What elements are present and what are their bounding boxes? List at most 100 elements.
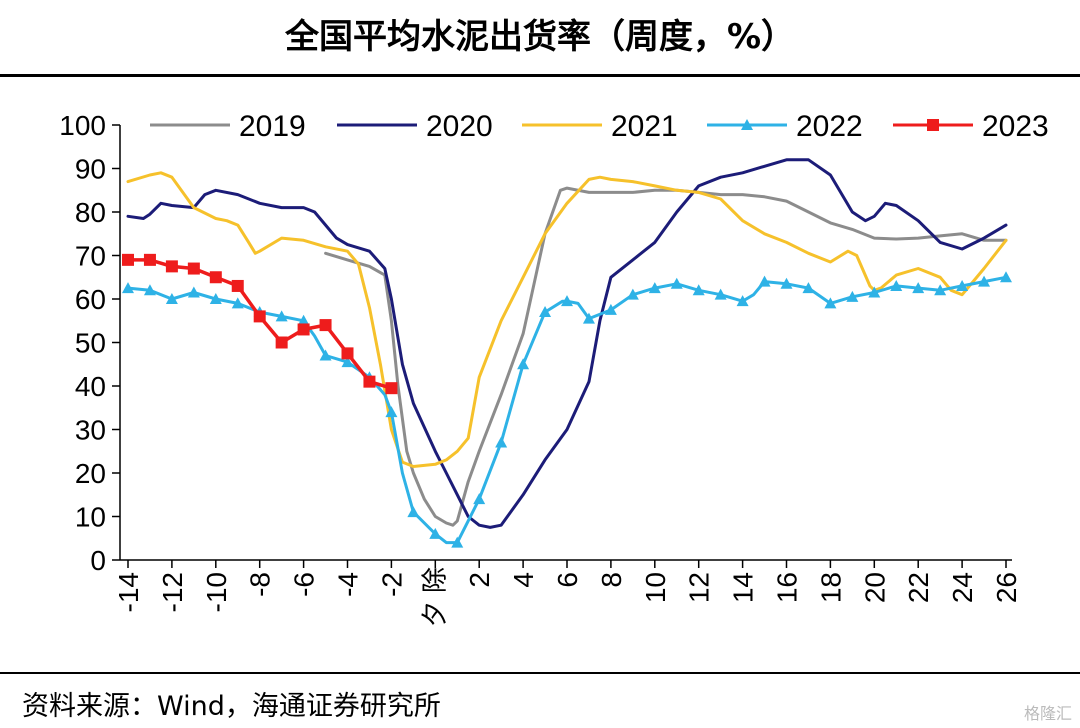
data-point [868,286,881,298]
x-tick-label: 8 [596,572,627,588]
data-point [890,279,903,291]
data-point [122,282,134,294]
y-tick-label: 10 [75,502,106,533]
data-point [341,356,354,368]
data-point [187,286,200,298]
data-point [927,119,939,131]
data-point [692,284,705,296]
data-point [714,288,727,300]
x-tick-labels: -14 -12 -10 -8 -6 -4 -2 除夕2 4 6 8 10 12 14 16 18 20 22 24 2… [113,567,1022,627]
data-point [517,358,530,370]
data-point [341,347,354,360]
x-tick-label: 夕 [420,601,450,627]
x-tick-label: 6 [552,572,583,588]
legend-label: 2020 [426,110,493,143]
data-point [824,297,837,309]
data-point [385,406,398,418]
data-point [626,288,639,300]
data-point [736,295,749,307]
data-point [802,282,815,294]
x-tick-label: 10 [640,572,671,603]
x-tick-label: -10 [201,572,232,612]
x-tick-label: 18 [815,572,846,603]
legend: 2019 2020 2021 2022 2023 [150,110,1049,143]
series-2019 [324,186,1008,527]
watermark-logo: 格隆汇 [1023,704,1072,723]
y-tick-label: 0 [90,545,106,576]
x-tick-label: 20 [859,572,890,603]
data-point [122,253,134,266]
x-tick-label: 22 [903,572,934,603]
series-line-2023 [126,258,394,390]
data-point [143,284,156,296]
x-tick-label: 4 [508,572,539,588]
data-point [561,295,573,307]
line-chart: 0 10 20 30 40 50 60 70 80 90 100 -14 -12 -10 -8 -6 -4 -2… [59,110,1049,627]
series-line-2020 [126,158,1008,529]
data-point [741,119,753,130]
data-point [165,260,178,273]
y-tick-label: 30 [75,415,106,446]
x-tick-label: -4 [333,572,364,597]
title-divider [0,74,1080,77]
x-tick-label: -12 [157,572,188,612]
y-tick-label: 60 [75,284,106,315]
data-point [297,323,310,336]
data-point [451,536,464,548]
data-point [582,312,595,324]
legend-label: 2022 [796,110,863,143]
data-point [165,293,178,304]
data-point [407,506,420,518]
data-point [934,284,947,296]
data-point [363,375,376,388]
legend-item-2019: 2019 [150,110,306,143]
x-tick-label: -2 [376,572,407,597]
data-point [275,336,288,349]
legend-label: 2021 [611,110,678,143]
data-point [319,319,332,332]
data-point [231,279,244,292]
series-2023 [122,253,398,395]
x-tick-label: 14 [728,572,759,603]
data-point [604,303,617,315]
x-tick-label: 2 [464,572,495,588]
data-point [143,253,156,266]
series-lines [122,158,1012,548]
chart-axes [112,124,1012,568]
x-tick-label: 除 [420,567,450,593]
data-point [495,436,508,448]
series-2020 [126,158,1008,529]
data-point [253,310,266,323]
y-tick-label: 80 [75,197,106,228]
data-point [275,310,288,322]
y-tick-label: 100 [59,110,106,141]
chart-title: 全国平均水泥出货率（周度，%） [284,17,796,57]
x-tick-label: -6 [289,572,320,597]
data-point [209,271,222,284]
source-note: 资料来源：Wind，海通证券研究所 [22,691,441,722]
data-point [385,382,398,395]
y-tick-labels: 0 10 20 30 40 50 60 70 80 90 100 [59,110,106,576]
x-tick-label: 26 [991,572,1022,603]
legend-label: 2019 [239,110,306,143]
data-point [846,290,859,302]
legend-item-2022: 2022 [707,110,863,143]
data-point [319,349,332,361]
y-tick-label: 90 [75,154,106,185]
data-point [473,493,486,505]
legend-item-2021: 2021 [522,110,678,143]
data-point [780,277,793,289]
y-tick-label: 20 [75,458,106,489]
y-tick-label: 70 [75,241,106,272]
y-tick-label: 50 [75,328,106,359]
x-tick-label: -8 [245,572,276,597]
data-point [912,282,925,294]
data-point [187,262,200,275]
x-tick-label: 12 [684,572,715,603]
data-point [297,314,310,326]
data-point [429,527,442,539]
data-point [670,277,683,289]
footer-divider [0,672,1080,674]
x-tick-label: 24 [947,572,978,603]
legend-item-2020: 2020 [337,110,493,143]
